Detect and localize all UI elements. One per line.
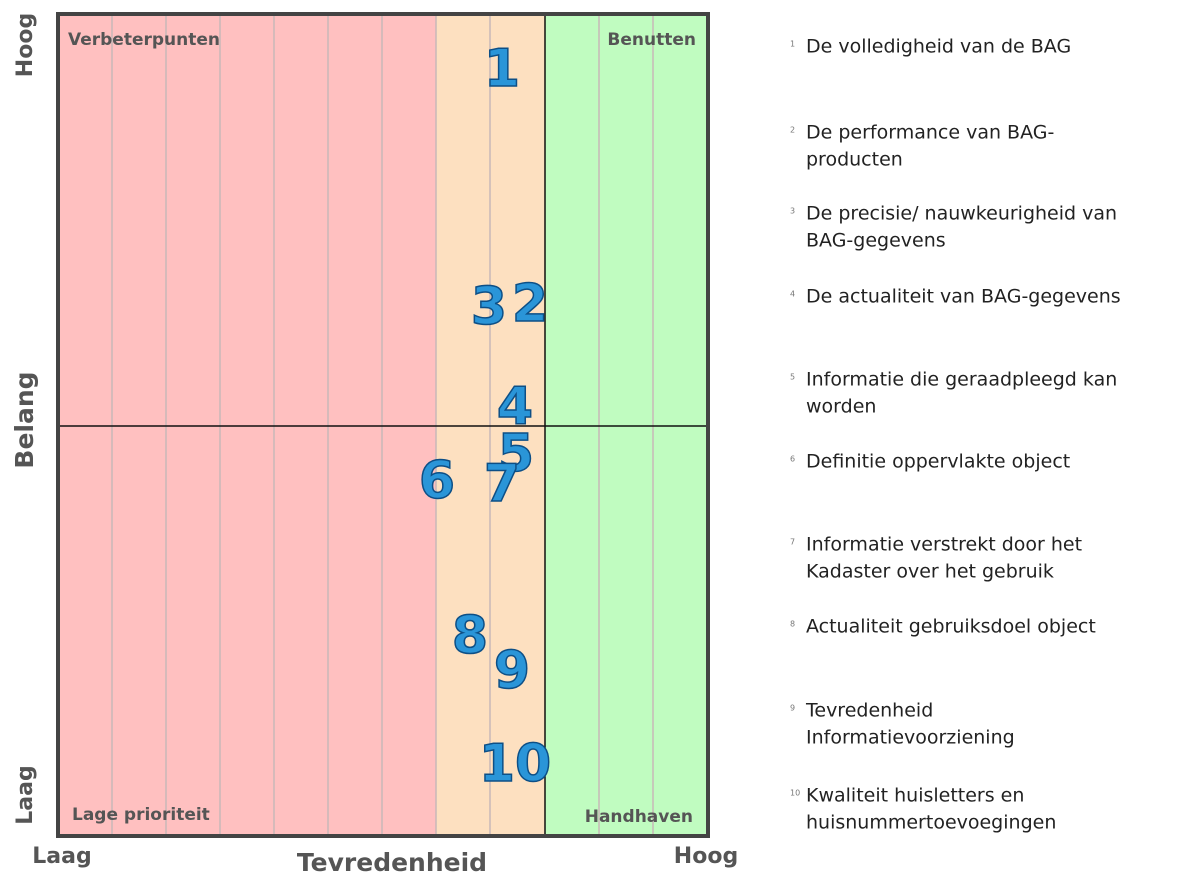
x-axis-low: Laag — [32, 844, 91, 869]
zone-green — [545, 14, 708, 836]
point-label: 2 — [512, 274, 548, 334]
frame — [56, 12, 710, 838]
point-label: 10 — [479, 734, 551, 794]
legend-number: 7 — [790, 538, 795, 547]
legend-text: producten — [806, 149, 903, 171]
legend-number: 10 — [790, 789, 800, 798]
legend-number: 5 — [790, 373, 795, 382]
point-label: 1 — [484, 39, 520, 99]
quadrant-label: Verbeterpunten — [68, 30, 220, 50]
legend-number: 6 — [790, 455, 795, 464]
legend-text: Kwaliteit huisletters en — [806, 785, 1024, 807]
legend-text: Kadaster over het gebruik — [806, 561, 1054, 583]
legend-text: De precisie/ nauwkeurigheid van — [806, 203, 1117, 225]
zone-red — [58, 14, 436, 836]
legend-text: Informatievoorziening — [806, 727, 1015, 749]
legend-text: Actualiteit gebruiksdoel object — [806, 616, 1096, 638]
legend-text: De performance van BAG- — [806, 122, 1054, 144]
point-label: 8 — [452, 606, 488, 666]
legend-text: huisnummertoevoegingen — [806, 812, 1056, 834]
grid — [111, 14, 654, 836]
legend-text: Informatie die geraadpleegd kan — [806, 369, 1117, 391]
point-label: 9 — [494, 641, 530, 701]
legend-number: 9 — [790, 704, 795, 713]
x-axis-title: Tevredenheid — [297, 848, 487, 873]
legend-number: 3 — [790, 207, 795, 216]
legend-number: 4 — [790, 290, 795, 299]
quadrant-label: Lage prioriteit — [72, 805, 210, 825]
legend-text: De volledigheid van de BAG — [806, 36, 1071, 58]
quadrant-label: Handhaven — [585, 807, 693, 827]
point-label: 5 — [498, 424, 534, 484]
y-axis-title: Belang — [10, 371, 39, 468]
point-label: 6 — [419, 451, 455, 511]
y-axis-high: Hoog — [13, 13, 38, 77]
quadrant-label: Benutten — [607, 30, 696, 50]
legend-text: Informatie verstrekt door het — [806, 534, 1082, 556]
legend-number: 8 — [790, 620, 795, 629]
legend-text: De actualiteit van BAG-gegevens — [806, 286, 1121, 308]
legend-text: BAG-gegevens — [806, 230, 946, 252]
point-label: 7 — [484, 454, 520, 514]
legend-text: Tevredenheid — [805, 700, 933, 722]
x-axis-high: Hoog — [674, 844, 738, 869]
legend-number: 2 — [790, 126, 795, 135]
point-label: 3 — [471, 277, 507, 337]
legend-number: 1 — [790, 40, 795, 49]
y-axis-low: Laag — [13, 765, 38, 824]
legend-text: Definitie oppervlakte object — [806, 451, 1070, 473]
point-label: 4 — [497, 377, 533, 437]
legend-text: worden — [806, 396, 876, 418]
